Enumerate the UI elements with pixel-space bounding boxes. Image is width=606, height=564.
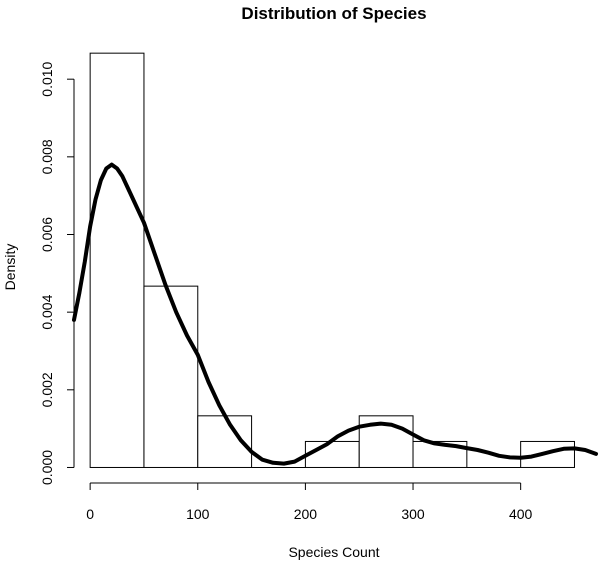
y-axis-title: Density bbox=[2, 244, 18, 291]
y-tick-label: 0.000 bbox=[39, 450, 55, 485]
y-tick-label: 0.008 bbox=[39, 139, 55, 174]
x-tick-label: 200 bbox=[294, 506, 318, 522]
y-tick-label: 0.002 bbox=[39, 372, 55, 407]
y-tick-label: 0.004 bbox=[39, 294, 55, 329]
y-tick-label: 0.006 bbox=[39, 217, 55, 252]
x-axis: 0 100 200 300 400 bbox=[86, 482, 533, 522]
density-curve bbox=[72, 162, 598, 466]
y-axis: 0.000 0.002 0.004 0.006 0.008 0.010 bbox=[39, 61, 75, 485]
density-curve-layer bbox=[72, 162, 598, 466]
histogram-bar bbox=[89, 52, 145, 468]
histogram-bar bbox=[143, 285, 199, 468]
x-axis-title: Species Count bbox=[288, 544, 379, 560]
chart-title: Distribution of Species bbox=[241, 4, 426, 23]
x-tick-label: 0 bbox=[86, 506, 94, 522]
histogram-bar bbox=[304, 440, 360, 468]
y-tick-label: 0.010 bbox=[39, 61, 55, 96]
x-tick-label: 300 bbox=[401, 506, 425, 522]
x-tick-label: 400 bbox=[509, 506, 533, 522]
x-tick-label: 100 bbox=[186, 506, 210, 522]
histogram-bars bbox=[89, 52, 575, 468]
